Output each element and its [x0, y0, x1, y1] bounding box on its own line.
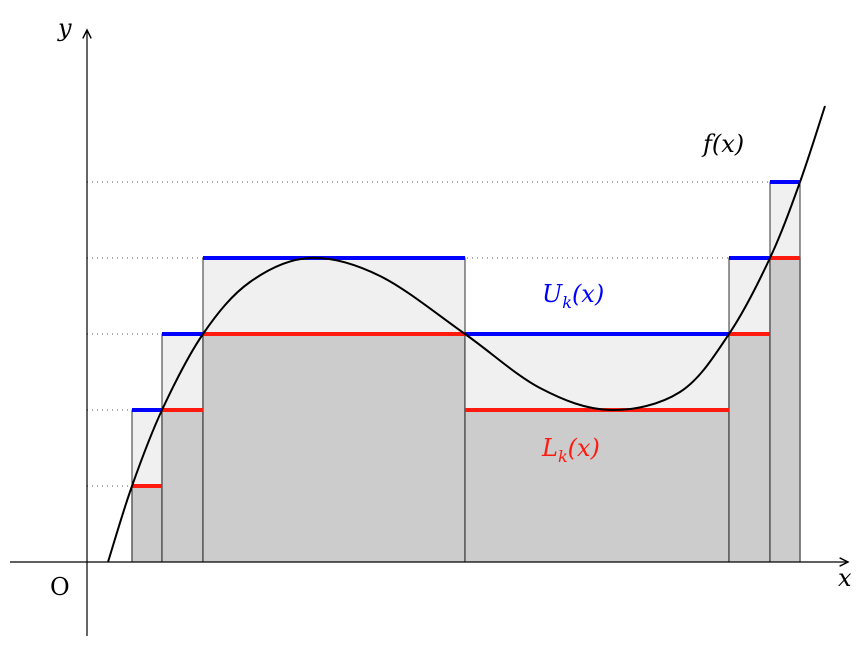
- lower-rectangle: [131, 485, 163, 563]
- y-axis-label: y: [57, 14, 72, 42]
- origin-label: O: [50, 573, 70, 601]
- lower-rectangle: [202, 333, 466, 563]
- upper-sum-label: Uk(x): [542, 280, 604, 312]
- function-label: f(x): [701, 130, 744, 158]
- function-curve: [107, 105, 826, 563]
- lower-rectangle: [464, 409, 730, 563]
- step-lines: [132, 180, 800, 488]
- lower-sum-label: Lk(x): [541, 434, 600, 466]
- lower-rectangle: [728, 333, 771, 563]
- lower-rectangle: [161, 409, 204, 563]
- step-rectangles: [131, 181, 801, 563]
- lower-rectangle: [769, 257, 801, 563]
- x-axis-label: x: [838, 564, 852, 592]
